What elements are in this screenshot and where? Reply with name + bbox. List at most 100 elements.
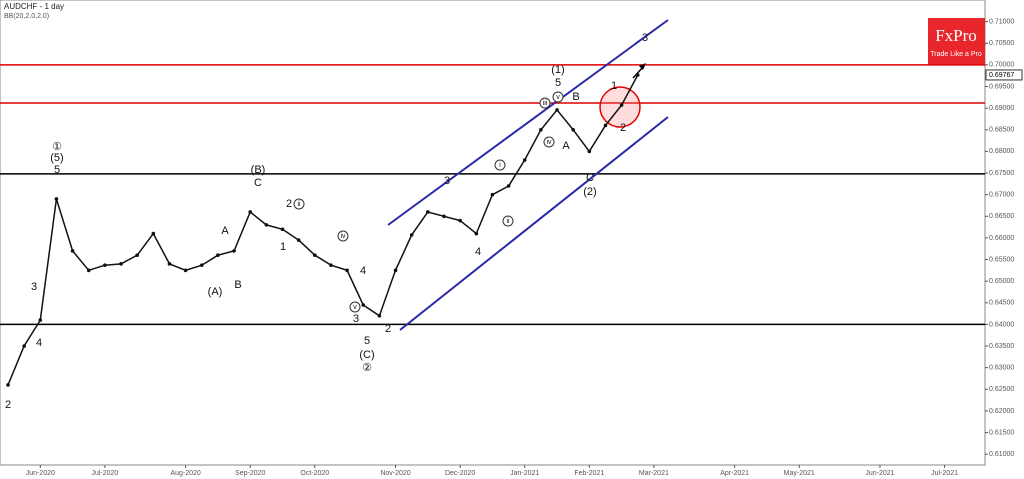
x-tick-label: Mar-2021 bbox=[639, 470, 669, 477]
wave-circle bbox=[337, 230, 349, 242]
x-tick-label: Apr-2021 bbox=[720, 470, 749, 477]
price-point bbox=[22, 344, 26, 348]
x-tick-label: Nov-2020 bbox=[380, 470, 410, 477]
price-point bbox=[199, 263, 204, 267]
price-point bbox=[522, 158, 527, 162]
x-tick-label: Sep-2020 bbox=[235, 470, 265, 477]
last-price-box bbox=[985, 69, 1023, 81]
wave-label: iii bbox=[543, 100, 548, 107]
y-tick-label: 0.63500 bbox=[989, 343, 1014, 350]
logo-box bbox=[928, 18, 985, 65]
y-tick-label: 0.69500 bbox=[989, 83, 1014, 90]
plot-area bbox=[0, 0, 986, 466]
price-point bbox=[232, 249, 236, 253]
x-tick-label: Jun-2021 bbox=[865, 470, 894, 477]
price-point bbox=[248, 210, 253, 214]
wave-label: (C) bbox=[359, 349, 374, 361]
wave-label: B bbox=[234, 279, 241, 291]
y-tick-label: 0.61000 bbox=[989, 451, 1014, 458]
x-tick-label: Oct-2020 bbox=[300, 470, 329, 477]
y-tick-label: 0.71000 bbox=[989, 18, 1014, 25]
wave-label: (B) bbox=[251, 164, 266, 176]
y-tick-label: 0.66000 bbox=[989, 235, 1014, 242]
y-tick-label: 0.68000 bbox=[989, 148, 1014, 155]
wave-label: 2 bbox=[286, 198, 292, 210]
channel-upper bbox=[387, 19, 669, 226]
price-point bbox=[119, 262, 123, 266]
price-point bbox=[603, 123, 608, 128]
price-point bbox=[571, 127, 575, 132]
wave-label: 2 bbox=[620, 122, 626, 134]
wave-label: 2 bbox=[385, 323, 391, 335]
wave-label: ii bbox=[297, 201, 301, 208]
wave-label: v bbox=[556, 94, 560, 101]
y-tick-label: 0.68500 bbox=[989, 127, 1014, 134]
price-point bbox=[167, 262, 172, 266]
wave-label: 3 bbox=[31, 281, 37, 293]
wave-label: ii bbox=[506, 218, 510, 225]
x-tick-label: Jun-2020 bbox=[26, 470, 55, 477]
wave-label: 1 bbox=[280, 241, 286, 253]
x-tick-label: Jul-2021 bbox=[931, 470, 958, 477]
price-point bbox=[103, 263, 107, 267]
price-point bbox=[555, 108, 559, 112]
y-tick-label: 0.64000 bbox=[989, 321, 1014, 328]
wave-label: 4 bbox=[36, 337, 42, 349]
wave-label: 4 bbox=[360, 265, 366, 277]
wave-label: C bbox=[586, 172, 594, 184]
y-tick-label: 0.67500 bbox=[989, 170, 1014, 177]
y-tick-label: 0.65000 bbox=[989, 278, 1014, 285]
wave-label: i bbox=[499, 162, 501, 169]
wave-label: (2) bbox=[583, 186, 596, 198]
logo: FxPro bbox=[935, 26, 977, 45]
wave-circle bbox=[494, 159, 506, 171]
wave-label: iv bbox=[340, 233, 346, 240]
wave-label: ① bbox=[52, 141, 62, 153]
y-tick-label: 0.70500 bbox=[989, 40, 1014, 47]
wave-label: A bbox=[562, 140, 570, 152]
price-point bbox=[587, 149, 592, 154]
wave-label: (1) bbox=[551, 64, 564, 76]
price-point bbox=[216, 253, 220, 258]
price-point bbox=[361, 303, 366, 307]
wave-label: (5) bbox=[50, 152, 63, 164]
wave-label: C bbox=[254, 177, 262, 189]
wave-circle bbox=[552, 91, 564, 103]
price-point bbox=[151, 231, 156, 236]
price-point bbox=[296, 238, 301, 242]
x-tick-label: Dec-2020 bbox=[445, 470, 475, 477]
wave-label: 4 bbox=[475, 246, 481, 258]
wave-circle bbox=[293, 198, 305, 210]
last-price-label: 0.69767 bbox=[989, 72, 1014, 79]
y-tick-label: 0.63000 bbox=[989, 365, 1014, 372]
price-point bbox=[506, 184, 511, 188]
price-point bbox=[458, 218, 462, 223]
x-tick-label: Aug-2020 bbox=[170, 470, 200, 477]
price-point bbox=[490, 192, 495, 197]
y-tick-label: 0.62000 bbox=[989, 408, 1014, 415]
y-tick-label: 0.62500 bbox=[989, 386, 1014, 393]
price-point bbox=[313, 253, 317, 258]
price-point bbox=[38, 318, 43, 322]
wave-circle bbox=[543, 136, 555, 148]
wave-label: 3 bbox=[353, 313, 359, 325]
price-line bbox=[7, 74, 639, 386]
price-point bbox=[280, 227, 285, 232]
price-point bbox=[264, 223, 269, 227]
wave-circle bbox=[349, 301, 361, 313]
x-tick-label: Jul-2020 bbox=[91, 470, 118, 477]
wave-label: iv bbox=[546, 139, 552, 146]
price-point bbox=[54, 197, 59, 201]
x-tick-label: Feb-2021 bbox=[574, 470, 604, 477]
chart-title: AUDCHF - 1 day bbox=[4, 2, 64, 11]
y-tick-label: 0.67000 bbox=[989, 191, 1014, 198]
price-point bbox=[539, 127, 543, 132]
price-point bbox=[619, 103, 624, 107]
wave-label: 3 bbox=[444, 175, 450, 187]
x-tick-label: Jan-2021 bbox=[510, 470, 539, 477]
price-point bbox=[442, 214, 446, 219]
wave-label: 2 bbox=[5, 399, 11, 411]
x-tick-label: May-2021 bbox=[784, 470, 815, 477]
price-point bbox=[377, 313, 382, 318]
